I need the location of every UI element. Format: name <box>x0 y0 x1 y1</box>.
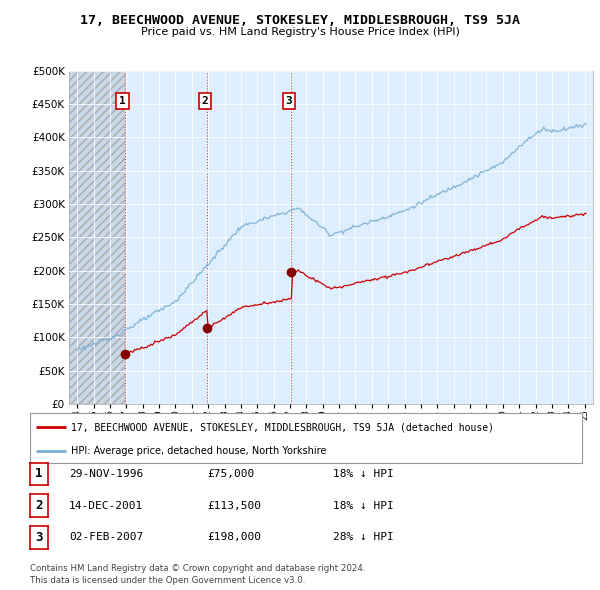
Text: 18% ↓ HPI: 18% ↓ HPI <box>333 501 394 510</box>
Text: Contains HM Land Registry data © Crown copyright and database right 2024.
This d: Contains HM Land Registry data © Crown c… <box>30 565 365 585</box>
Text: £198,000: £198,000 <box>207 533 261 542</box>
Text: 2: 2 <box>202 96 208 106</box>
Text: 17, BEECHWOOD AVENUE, STOKESLEY, MIDDLESBROUGH, TS9 5JA (detached house): 17, BEECHWOOD AVENUE, STOKESLEY, MIDDLES… <box>71 422 494 432</box>
Text: £113,500: £113,500 <box>207 501 261 510</box>
Text: 28% ↓ HPI: 28% ↓ HPI <box>333 533 394 542</box>
Text: 14-DEC-2001: 14-DEC-2001 <box>69 501 143 510</box>
Text: 18% ↓ HPI: 18% ↓ HPI <box>333 469 394 478</box>
Text: HPI: Average price, detached house, North Yorkshire: HPI: Average price, detached house, Nort… <box>71 445 327 455</box>
Text: 1: 1 <box>35 467 43 480</box>
Text: Price paid vs. HM Land Registry's House Price Index (HPI): Price paid vs. HM Land Registry's House … <box>140 27 460 37</box>
Text: £75,000: £75,000 <box>207 469 254 478</box>
Text: 02-FEB-2007: 02-FEB-2007 <box>69 533 143 542</box>
Text: 29-NOV-1996: 29-NOV-1996 <box>69 469 143 478</box>
Text: 3: 3 <box>286 96 292 106</box>
Text: 3: 3 <box>35 531 43 544</box>
Text: 17, BEECHWOOD AVENUE, STOKESLEY, MIDDLESBROUGH, TS9 5JA: 17, BEECHWOOD AVENUE, STOKESLEY, MIDDLES… <box>80 14 520 27</box>
Bar <box>69 71 125 404</box>
Text: 1: 1 <box>119 96 126 106</box>
Text: 2: 2 <box>35 499 43 512</box>
